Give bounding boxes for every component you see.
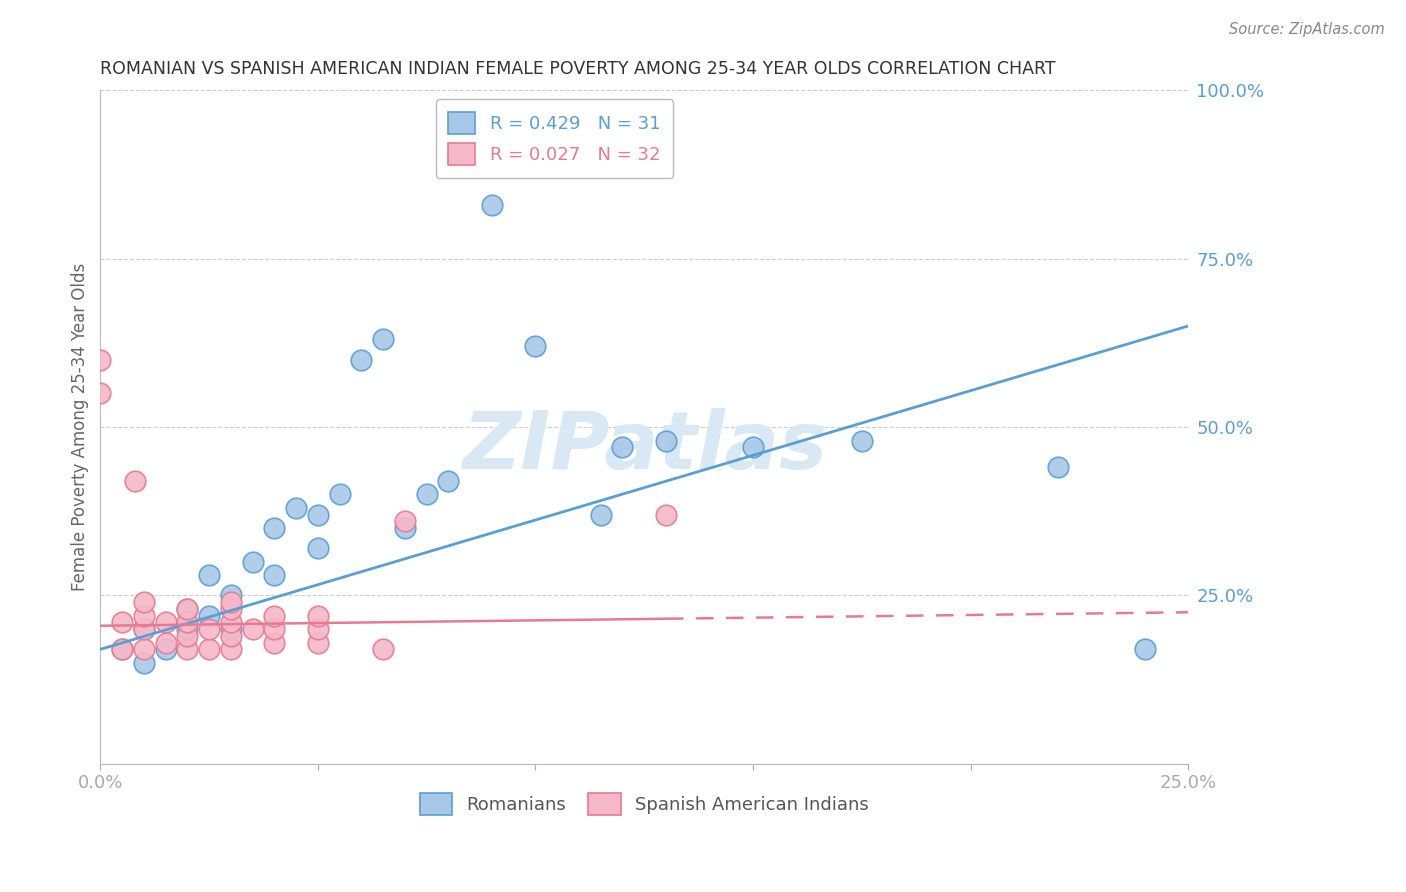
Point: [394, 521, 416, 535]
Point: [155, 642, 177, 657]
Point: [307, 541, 329, 556]
Point: [176, 615, 198, 630]
Point: [263, 608, 285, 623]
Point: [219, 595, 242, 609]
Point: [176, 642, 198, 657]
Point: [655, 434, 678, 448]
Point: [198, 622, 221, 636]
Point: [481, 198, 503, 212]
Point: [132, 595, 155, 609]
Point: [612, 440, 634, 454]
Point: [242, 555, 264, 569]
Point: [176, 629, 198, 643]
Point: [742, 440, 765, 454]
Point: [124, 474, 146, 488]
Point: [242, 622, 264, 636]
Point: [307, 508, 329, 522]
Point: [219, 622, 242, 636]
Y-axis label: Female Poverty Among 25-34 Year Olds: Female Poverty Among 25-34 Year Olds: [72, 263, 89, 591]
Point: [307, 622, 329, 636]
Point: [132, 656, 155, 670]
Point: [198, 568, 221, 582]
Text: ROMANIAN VS SPANISH AMERICAN INDIAN FEMALE POVERTY AMONG 25-34 YEAR OLDS CORRELA: ROMANIAN VS SPANISH AMERICAN INDIAN FEMA…: [100, 60, 1056, 78]
Point: [198, 642, 221, 657]
Point: [111, 642, 134, 657]
Point: [655, 508, 678, 522]
Point: [219, 602, 242, 616]
Legend: Romanians, Spanish American Indians: Romanians, Spanish American Indians: [412, 786, 876, 822]
Point: [350, 352, 373, 367]
Point: [132, 622, 155, 636]
Point: [373, 642, 395, 657]
Point: [589, 508, 612, 522]
Point: [437, 474, 460, 488]
Point: [176, 602, 198, 616]
Point: [155, 635, 177, 649]
Point: [89, 386, 111, 401]
Point: [263, 635, 285, 649]
Point: [219, 589, 242, 603]
Point: [132, 608, 155, 623]
Point: [111, 642, 134, 657]
Point: [176, 602, 198, 616]
Point: [219, 615, 242, 630]
Point: [219, 629, 242, 643]
Point: [851, 434, 873, 448]
Point: [394, 514, 416, 528]
Point: [132, 622, 155, 636]
Point: [89, 352, 111, 367]
Point: [524, 339, 547, 353]
Point: [176, 622, 198, 636]
Point: [155, 615, 177, 630]
Point: [415, 487, 437, 501]
Point: [198, 608, 221, 623]
Point: [132, 642, 155, 657]
Point: [1133, 642, 1156, 657]
Point: [285, 500, 308, 515]
Point: [1046, 460, 1069, 475]
Point: [219, 642, 242, 657]
Text: Source: ZipAtlas.com: Source: ZipAtlas.com: [1229, 22, 1385, 37]
Point: [111, 615, 134, 630]
Point: [329, 487, 352, 501]
Point: [307, 608, 329, 623]
Point: [263, 521, 285, 535]
Point: [263, 622, 285, 636]
Text: ZIPatlas: ZIPatlas: [461, 409, 827, 486]
Point: [373, 333, 395, 347]
Point: [307, 635, 329, 649]
Point: [263, 568, 285, 582]
